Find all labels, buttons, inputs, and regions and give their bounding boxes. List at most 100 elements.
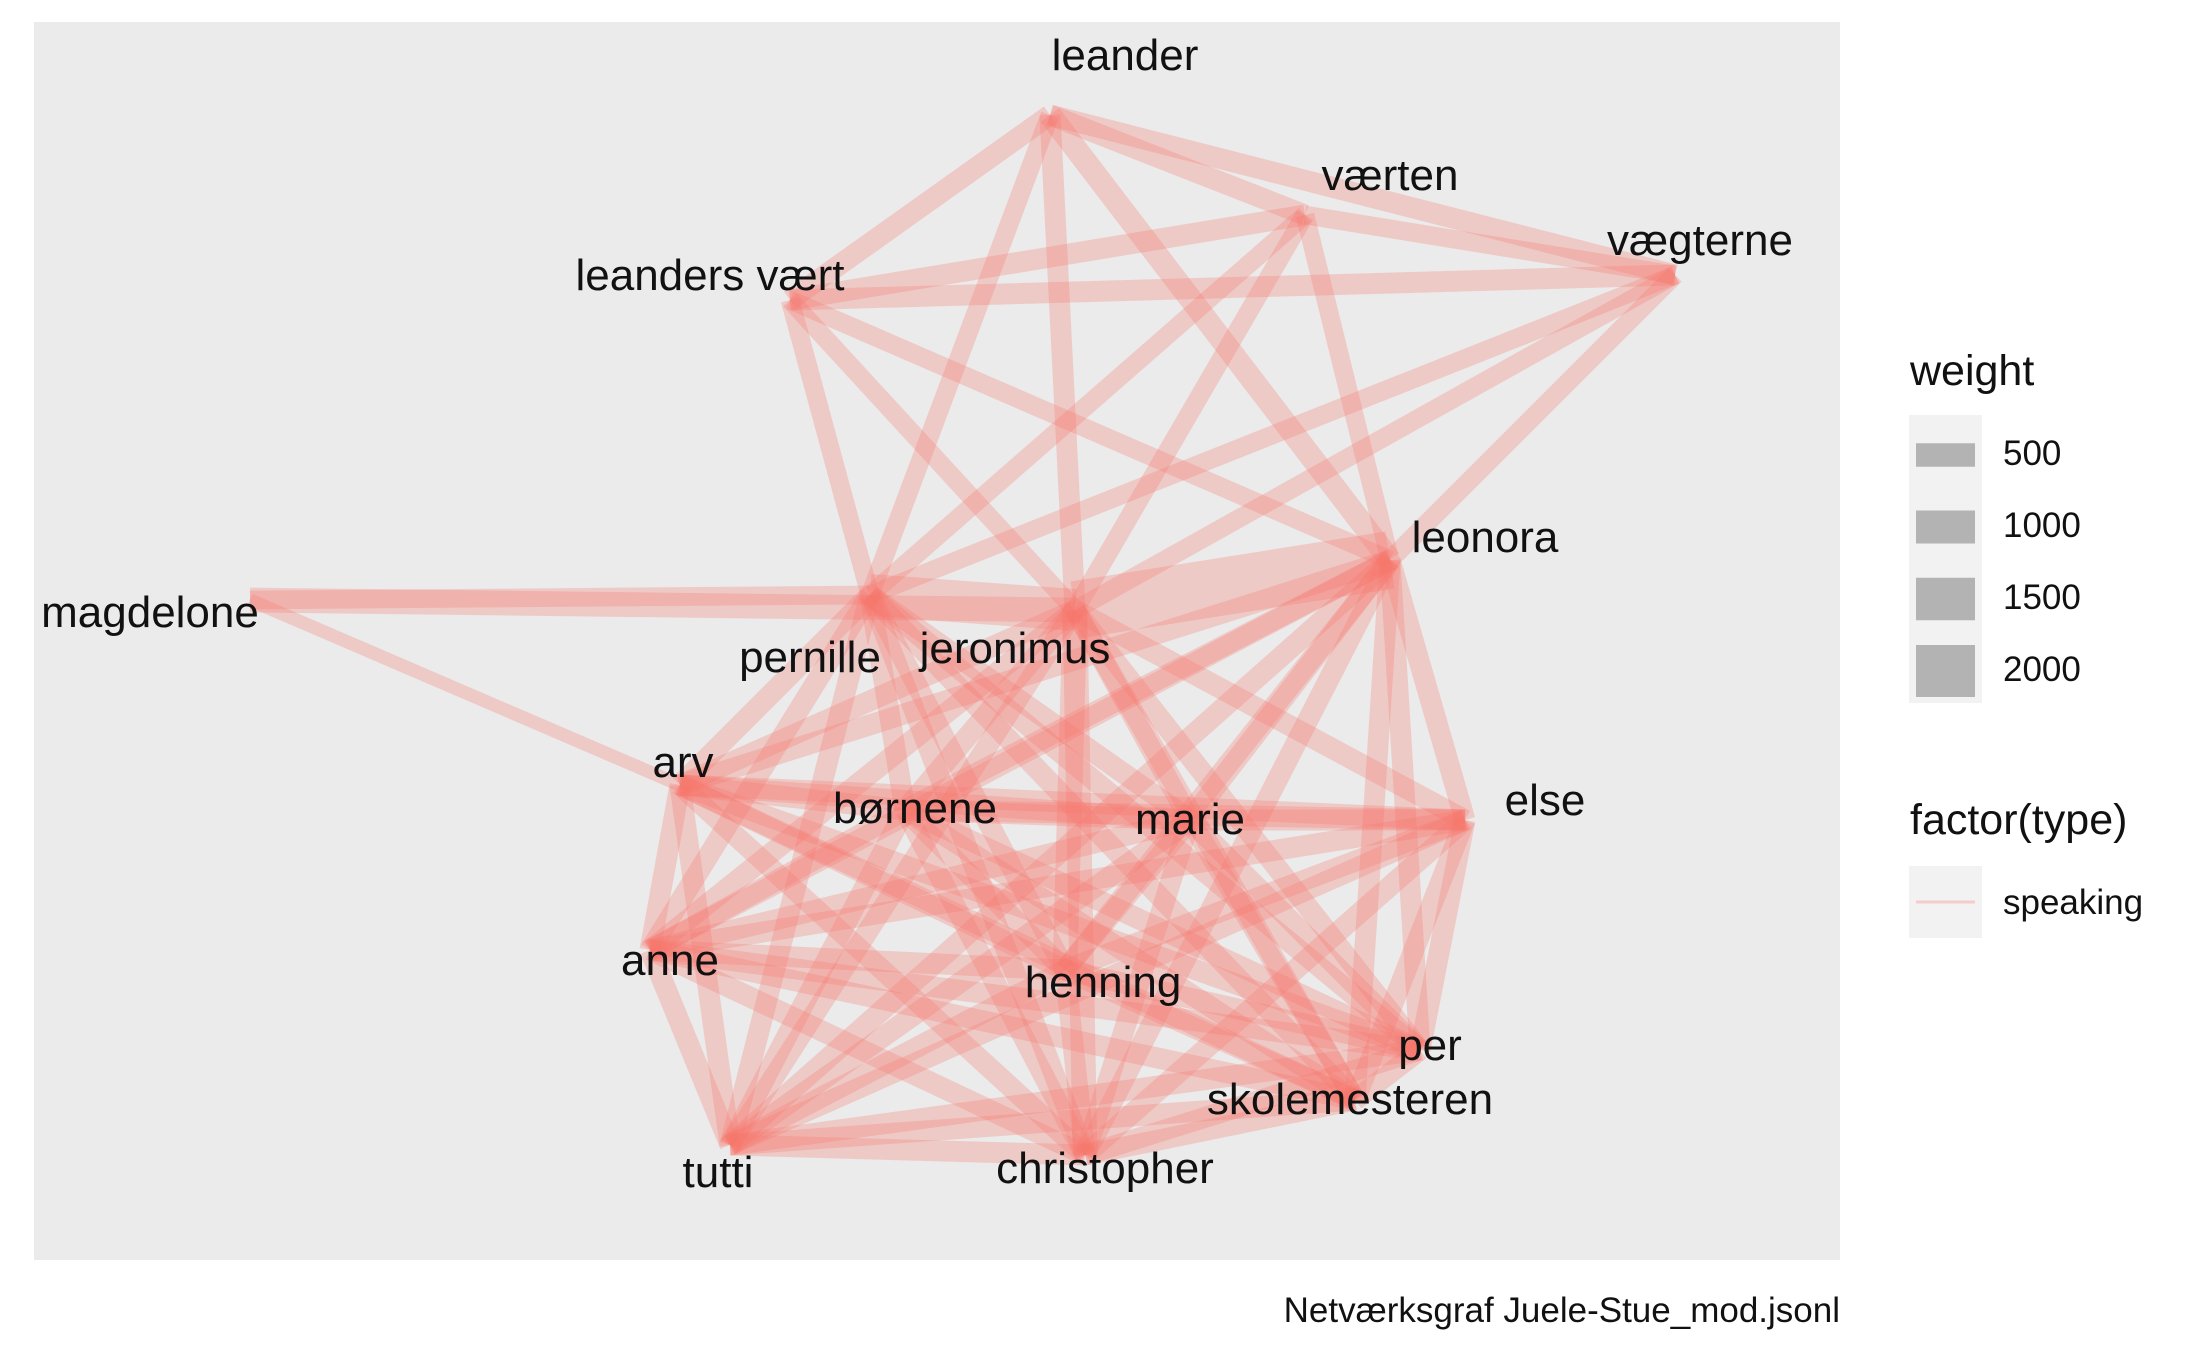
edge-anne-henning: [649, 939, 1066, 981]
edge-arv-marie: [679, 774, 1191, 831]
node-label-per: per: [1398, 1021, 1462, 1070]
plot-panel: [34, 22, 1840, 1260]
edge-leonora-per: [1379, 559, 1431, 1051]
edge-magdelone-jeronimus: [249, 587, 1076, 623]
node-label-vaerten: værten: [1322, 151, 1459, 200]
edge-bornene-henning: [897, 802, 1073, 978]
edge-per-tutti: [728, 1039, 1422, 1156]
edge-vaegterne-pernille: [866, 266, 1679, 604]
edge-jeronimus-christopher: [1062, 609, 1098, 1156]
node-label-vaegterne: vægterne: [1607, 216, 1793, 265]
edges-layer: [247, 104, 1682, 1166]
edge-jeronimus-else: [1070, 600, 1470, 830]
edge-per-skolemesteren: [1348, 1041, 1427, 1109]
edge-anne-else: [648, 809, 1467, 961]
type-legend-title: factor(type): [1910, 796, 2127, 844]
edge-christopher-else: [1078, 812, 1472, 1163]
edge-leanders_vaert-pernille: [780, 297, 880, 598]
edge-bornene-marie: [904, 799, 1191, 831]
edge-bornene-skolemesteren: [899, 801, 1361, 1109]
edge-henning-skolemesteren: [1060, 960, 1360, 1110]
edge-arv-henning: [675, 775, 1070, 980]
node-label-arv: arv: [652, 738, 713, 787]
edge-jeronimus-tutti: [721, 604, 1084, 1151]
edge-vaegterne-leonora: [1383, 268, 1682, 567]
edge-leander-jeronimus: [1039, 114, 1086, 611]
edge-jeronimus-bornene: [897, 603, 1083, 817]
edge-henning-tutti: [725, 960, 1070, 1155]
edge-jeronimus-anne: [643, 601, 1082, 959]
node-label-magdelone: magdelone: [41, 588, 259, 637]
edge-bornene-tutti: [720, 805, 915, 1150]
edge-vaerten-leonora: [1295, 212, 1400, 563]
edge-marie-skolemesteren: [1180, 814, 1365, 1106]
edge-leander-leonora: [1040, 108, 1400, 567]
edge-jeronimus-pernille: [868, 574, 1077, 631]
edge-leander-vaerten: [1046, 105, 1309, 225]
edge-leonora-marie: [1181, 553, 1399, 827]
weight-legend-label-1000: 1000: [2003, 506, 2081, 545]
edge-skolemesteren-tutti: [729, 1089, 1356, 1156]
edge-leander-leanders_vaert: [783, 106, 1057, 309]
edge-pernille-henning: [860, 590, 1075, 975]
edge-jeronimus-henning: [1052, 609, 1088, 971]
edge-marie-tutti: [723, 811, 1197, 1154]
edge-arv-skolemesteren: [675, 775, 1360, 1110]
edge-leonora-arv: [676, 550, 1394, 795]
edge-leonora-henning: [1056, 553, 1399, 977]
edge-marie-henning: [1056, 813, 1199, 977]
edge-arv-per: [676, 775, 1424, 1060]
edge-per-else: [1409, 817, 1476, 1053]
edge-arv-else: [679, 774, 1466, 831]
edge-leander-pernille: [861, 111, 1059, 599]
edge-vaegterne-jeronimus: [1070, 266, 1680, 619]
edge-anne-christopher: [645, 940, 1090, 1165]
edge-arv-christopher: [672, 777, 1093, 1163]
edge-bornene-christopher: [895, 805, 1095, 1160]
type-legend-label-speaking: speaking: [2003, 883, 2143, 922]
edge-arv-anne: [639, 783, 691, 952]
weight-key-1000: [1916, 510, 1975, 544]
edge-magdelone-pernille: [249, 585, 871, 610]
node-label-jeronimus: jeronimus: [918, 624, 1111, 673]
edge-marie-christopher: [1074, 816, 1201, 1159]
edge-anne-per: [648, 939, 1422, 1061]
edge-bornene-per: [900, 800, 1425, 1060]
edge-vaerten-pernille: [863, 207, 1312, 603]
edge-bornene-anne: [644, 800, 911, 960]
edge-jeronimus-marie: [1065, 604, 1200, 826]
node-labels-layer: leander værten vægterne leanders vært leonor…: [41, 31, 1793, 1197]
edge-pernille-tutti: [719, 592, 881, 1148]
edge-pernille-arv: [672, 587, 878, 793]
edge-vaerten-vaegterne: [1303, 205, 1677, 285]
plot-caption: Netværksgraf Juele-Stue_mod.jsonl: [1284, 1291, 1840, 1330]
edge-leanders_vaert-jeronimus: [783, 293, 1082, 617]
edge-marie-per: [1182, 812, 1428, 1058]
edge-pernille-anne: [641, 589, 879, 956]
edge-tutti-christopher: [729, 1134, 1086, 1166]
edge-leonora-bornene: [900, 550, 1395, 820]
edge-pernille-per: [863, 586, 1427, 1059]
node-label-leanders_vaert: leanders vært: [575, 251, 844, 300]
edge-leonora-else: [1379, 557, 1476, 823]
edge-anne-skolemesteren: [647, 939, 1358, 1111]
weight-key-500: [1916, 443, 1975, 467]
node-label-christopher: christopher: [996, 1144, 1214, 1193]
edge-jeronimus-leonora: [1070, 531, 1395, 639]
edge-pernille-skolemesteren: [862, 587, 1363, 1108]
node-label-anne: anne: [621, 936, 719, 985]
edge-jeronimus-arv: [675, 600, 1080, 795]
node-label-pernille: pernille: [739, 633, 881, 682]
node-label-marie: marie: [1135, 795, 1245, 844]
weight-legend-label-1500: 1500: [2003, 578, 2081, 617]
node-label-leander: leander: [1052, 31, 1199, 80]
edge-leonora-skolemesteren: [1344, 559, 1401, 1101]
edge-henning-per: [1062, 959, 1423, 1061]
weight-legend-label-500: 500: [2003, 434, 2061, 473]
edge-leanders_vaert-leonora: [786, 291, 1394, 569]
edge-skolemesteren-christopher: [1082, 1089, 1358, 1166]
edge-anne-tutti: [640, 946, 740, 1149]
edge-skolemesteren-else: [1345, 816, 1475, 1104]
edge-leanders_vaert-vaegterne: [789, 264, 1676, 311]
